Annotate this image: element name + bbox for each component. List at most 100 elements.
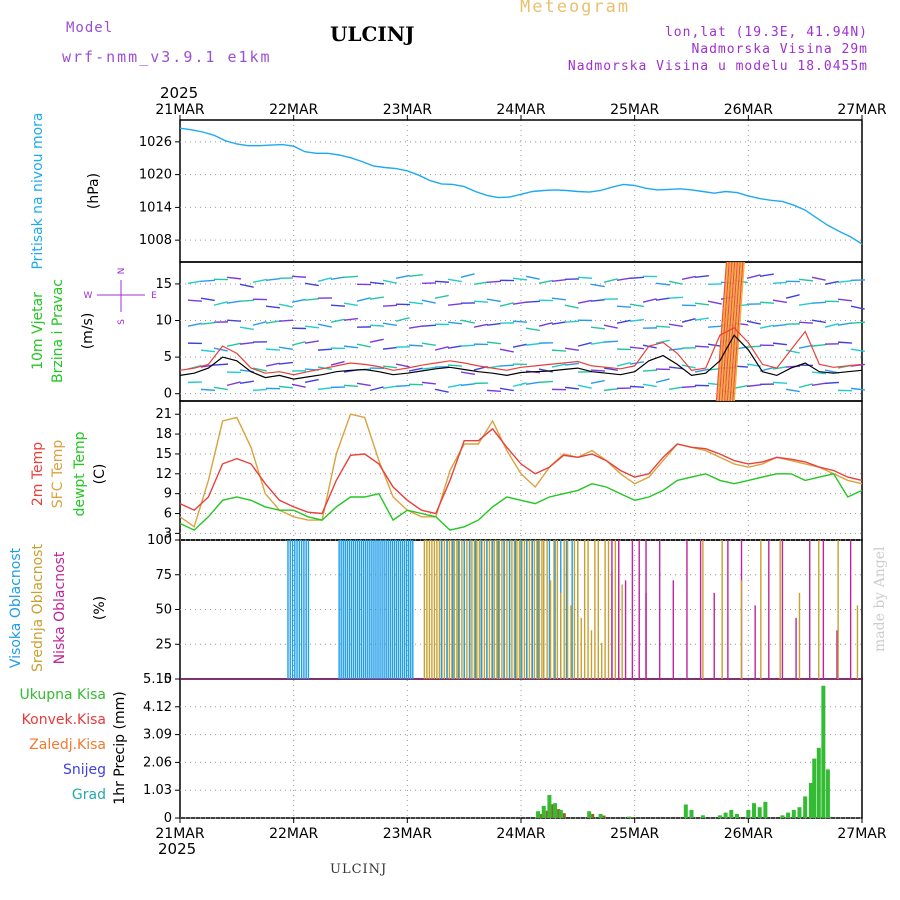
wind-arrow	[317, 323, 332, 328]
wind-arrow	[551, 321, 566, 325]
high-cloud-label: Visoka Oblacnost	[8, 547, 24, 668]
wind-arrow	[369, 386, 384, 392]
wind-arrow	[551, 297, 566, 301]
xtick-label-bottom: 26MAR	[724, 826, 773, 842]
wind-arrow	[343, 275, 359, 278]
precip-bar	[598, 813, 603, 818]
wind-arrow	[603, 388, 618, 392]
wind-arrow	[356, 382, 371, 387]
wind-arrow	[421, 324, 437, 327]
wind-arrow	[239, 341, 254, 345]
wind-arrow	[811, 319, 826, 324]
wind-arrow	[798, 302, 813, 306]
precip-bar	[729, 809, 734, 818]
wind-arrow	[239, 380, 254, 385]
wind-arrow	[668, 347, 683, 351]
ytick-label: 5	[164, 350, 172, 365]
wind-arrow	[382, 385, 397, 390]
xtick-label-bottom: 21MAR	[155, 826, 204, 842]
precip-bar	[683, 804, 688, 818]
wind-arrow	[512, 343, 527, 348]
wind-arrow	[447, 278, 462, 283]
wind-arrow	[473, 300, 489, 303]
wind-arrow	[213, 386, 228, 391]
conv-precip-bar	[602, 815, 606, 818]
wind-arrow	[447, 321, 462, 325]
wind-arrow	[759, 273, 774, 277]
wind-speed-line	[179, 334, 863, 380]
wind-arrow	[200, 349, 215, 353]
wind-arrow	[538, 380, 554, 384]
wind-arrow	[278, 361, 293, 365]
wind-arrow	[460, 319, 475, 324]
precip-bar	[821, 685, 826, 818]
ytick-label: 6	[164, 507, 172, 522]
wind-arrow	[395, 384, 411, 388]
wind-arrow	[564, 320, 580, 323]
precip-bar	[553, 803, 558, 818]
wind-arrow	[486, 341, 501, 345]
wind-arrow	[564, 347, 579, 352]
wind-arrow	[629, 276, 645, 279]
wind-arrow	[447, 383, 462, 389]
wind-arrow	[252, 388, 268, 392]
ytick-label: 3	[164, 526, 172, 541]
wind-arrow	[499, 348, 514, 353]
wind-arrow	[434, 345, 449, 351]
wind-arrow	[525, 327, 540, 332]
model-elevation-label: Nadmorska Visina u modelu 18.0455m	[567, 59, 868, 74]
wind-arrow	[655, 282, 670, 286]
wind-arrow	[278, 346, 293, 351]
precip-bar	[558, 809, 563, 818]
wind-burst	[719, 261, 732, 402]
wind-arrow	[512, 320, 528, 323]
wind-arrow	[330, 276, 345, 280]
xtick-label-bottom: 27MAR	[837, 826, 886, 842]
precip-bar	[541, 805, 546, 818]
meteogram-title: Meteogram	[520, 0, 631, 17]
sfc-temp-label: SFC Temp	[50, 440, 66, 509]
wind-label: 10m Vjetar	[30, 292, 46, 370]
wind-arrow	[538, 322, 553, 327]
precip-bar	[547, 795, 552, 818]
wind-arrow	[265, 348, 281, 351]
wind-sub-label: Brzina i Pravac	[50, 279, 66, 383]
xtick-label-bottom: 24MAR	[496, 826, 545, 842]
xtick-label-top: 24MAR	[496, 102, 545, 118]
wind-arrow	[642, 298, 657, 303]
wind-arrow	[213, 363, 229, 366]
wind-arrow	[616, 305, 632, 308]
wind-arrow	[525, 275, 540, 280]
wind-arrow	[850, 348, 865, 353]
xtick-label-top: 27MAR	[837, 102, 886, 118]
wind-arrow	[213, 301, 228, 306]
xtick-label-top: 26MAR	[724, 102, 773, 118]
wind-arrow	[603, 324, 618, 329]
wind-arrow	[837, 322, 852, 326]
cloud-unit: (%)	[92, 596, 108, 620]
ytick-label: 1020	[139, 168, 172, 183]
wind-unit: (m/s)	[80, 313, 96, 350]
xtick-label-bottom: 23MAR	[383, 826, 432, 842]
dewpt-line	[179, 473, 863, 531]
wind-arrow	[746, 345, 762, 348]
ytick-label: 1014	[139, 200, 172, 215]
wind-burst	[717, 261, 729, 402]
wind-arrow	[265, 305, 280, 309]
precip-bar	[808, 782, 813, 818]
wind-arrow	[694, 345, 710, 348]
wind-burst	[724, 261, 736, 402]
ytick-label: 25	[155, 637, 172, 652]
wind-arrow	[369, 324, 385, 327]
wind-arrow	[759, 324, 774, 329]
wind-arrow	[798, 344, 813, 349]
wind-arrow	[304, 378, 319, 384]
wind-arrow	[629, 346, 644, 350]
wind-arrow	[343, 317, 358, 321]
wind-arrow	[850, 321, 866, 324]
year-label-bottom: 2025	[158, 840, 196, 858]
year-label-top: 2025	[160, 84, 198, 102]
wind-arrow	[278, 319, 294, 322]
ytick-label: 15	[155, 447, 172, 462]
wind-arrow	[785, 388, 800, 393]
